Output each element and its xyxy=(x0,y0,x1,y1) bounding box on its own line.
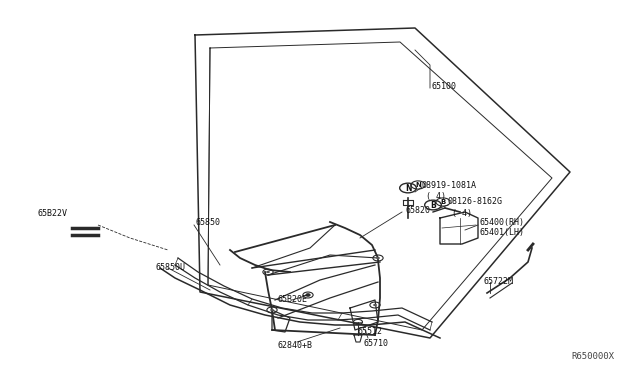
Text: 65710: 65710 xyxy=(363,339,388,347)
Circle shape xyxy=(376,257,380,259)
Text: B: B xyxy=(440,199,445,205)
Text: 65100: 65100 xyxy=(432,81,457,90)
Circle shape xyxy=(270,309,274,311)
Text: 65820: 65820 xyxy=(405,205,430,215)
Text: 65850U: 65850U xyxy=(155,263,185,273)
Circle shape xyxy=(373,304,377,306)
Text: R650000X: R650000X xyxy=(572,352,614,361)
Text: 65B20E: 65B20E xyxy=(278,295,308,305)
Text: 65B22V: 65B22V xyxy=(38,208,68,218)
Text: N: N xyxy=(415,182,421,188)
Circle shape xyxy=(306,294,310,296)
Text: ( 4): ( 4) xyxy=(426,192,446,201)
Text: 08126-8162G: 08126-8162G xyxy=(448,198,503,206)
Text: N: N xyxy=(404,183,412,192)
Text: 08919-1081A: 08919-1081A xyxy=(422,180,477,189)
Text: 65850: 65850 xyxy=(196,218,221,227)
Text: 65400(RH): 65400(RH) xyxy=(480,218,525,227)
Text: 65722M: 65722M xyxy=(484,278,514,286)
Text: 62840+B: 62840+B xyxy=(278,340,313,350)
Text: 65401(LH): 65401(LH) xyxy=(480,228,525,237)
Text: B: B xyxy=(430,201,436,209)
Text: 65512: 65512 xyxy=(358,327,383,337)
Text: ( 4): ( 4) xyxy=(452,208,472,218)
Circle shape xyxy=(266,271,270,273)
